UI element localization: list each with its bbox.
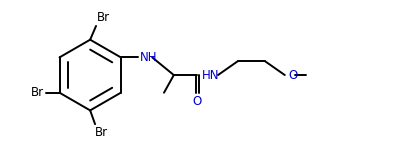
Text: O: O xyxy=(289,69,298,82)
Text: HN: HN xyxy=(202,69,220,82)
Text: Br: Br xyxy=(95,126,108,139)
Text: Br: Br xyxy=(97,11,110,24)
Text: NH: NH xyxy=(139,51,157,64)
Text: Br: Br xyxy=(31,86,44,99)
Text: O: O xyxy=(193,95,202,108)
